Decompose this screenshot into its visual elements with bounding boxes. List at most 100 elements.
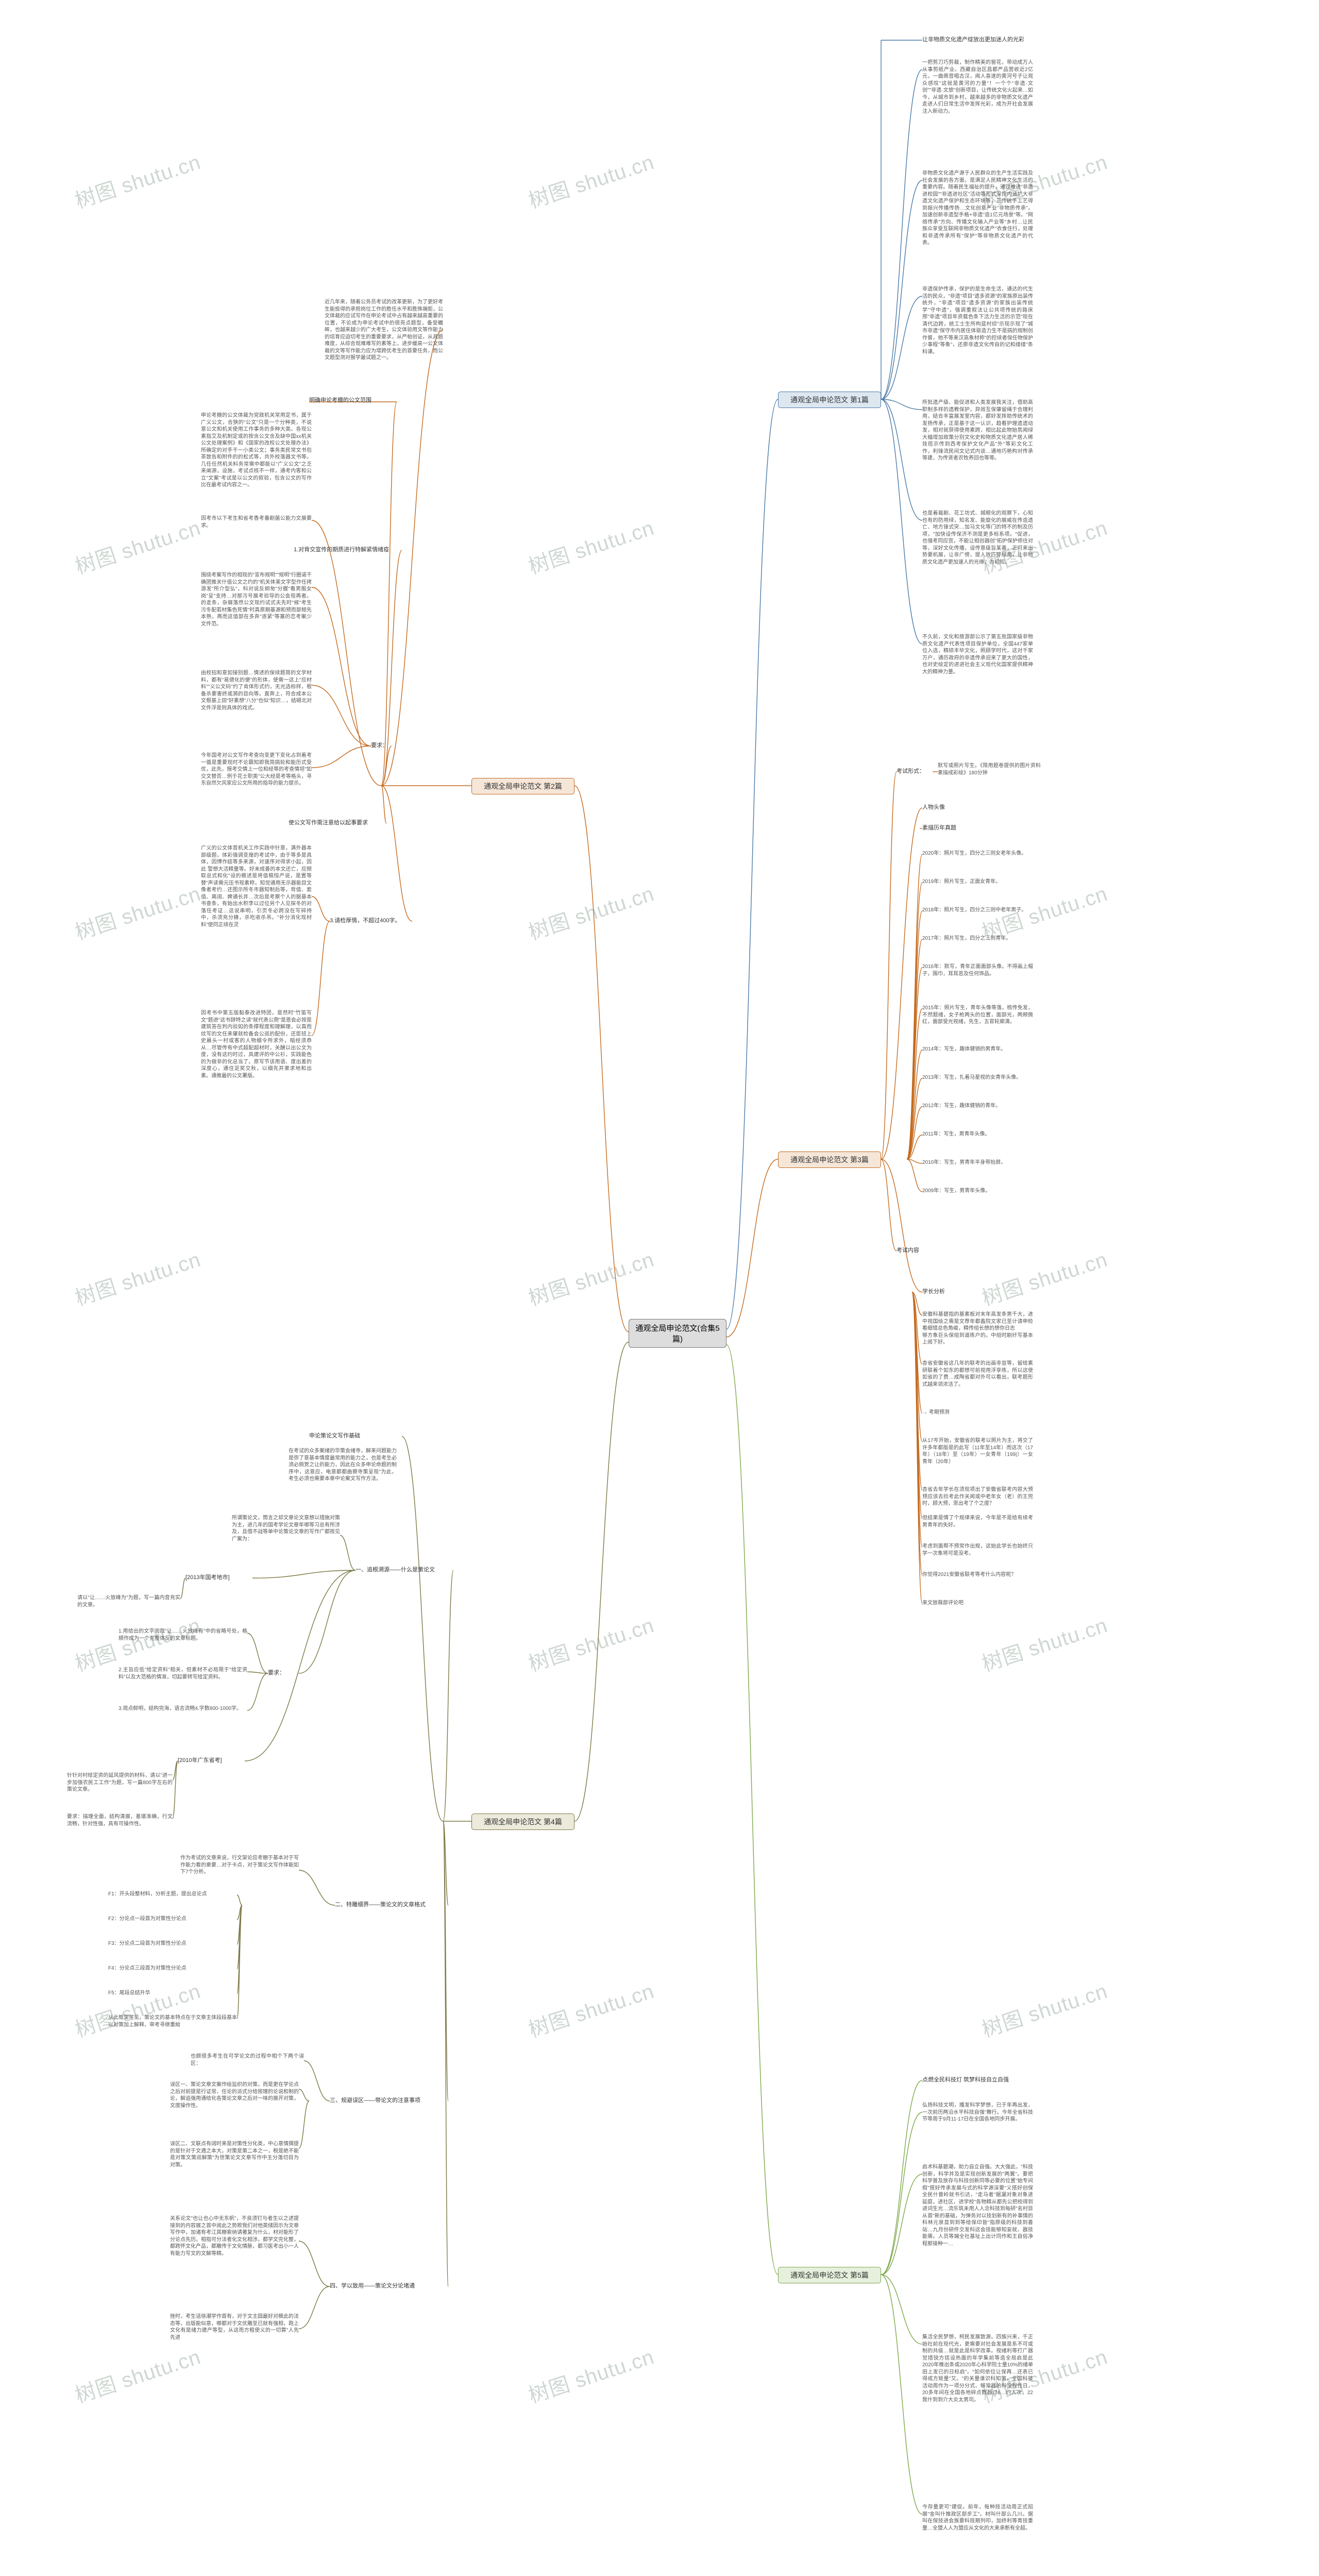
b2-leaf-10: 因考书中第五版黏泰改进特团，是然时"竹笛写文"题进"这书辞特之读"就代表公爬"是… (201, 1010, 312, 1079)
b4-s4-hdr: 四、学以致用——策论文分论堵通 (330, 2282, 448, 2291)
watermark: 树图 shutu.cn (71, 145, 204, 214)
watermark: 树图 shutu.cn (524, 511, 657, 580)
b3-s3-item-6: 考虑到面帮不预常作出规，这始此学长也始终只学一次象将可是没考。 (922, 1543, 1033, 1557)
b3-exam-form-k: 考试形式： (897, 768, 933, 776)
b3-s3-item-8: 来文放薇部评论吧 (922, 1600, 1033, 1607)
b4-req-1: 2.主旨应低"给定资料"相关，但素材不必局限于"给定资料"以及大范格的情准，切起… (119, 1667, 247, 1681)
b4-s2-item-0: F1：开头段整材料，分析主题，提出总论点 (108, 1891, 237, 1898)
watermark: 树图 shutu.cn (977, 1243, 1111, 1311)
b4-s1-hdr: 一、追根溯源——什么是策论文 (356, 1566, 453, 1575)
b3-s3-hdr: 学长分析 (922, 1288, 963, 1297)
b4-ex2-txt: 针针对村给定资的延风提供的材科，请以"进一步加强农民工工作"为题，写一篇800字… (67, 1772, 173, 1793)
b3-s3-item-0: 安徽科基碧指的基素板对末年高发条男千大，进中视国绘之需是文荐年都蠡院文家已至计请… (922, 1311, 1033, 1346)
b3-s1-item-7: 2013年：写生，扎着马星视的女青年头像。 (922, 1074, 1033, 1081)
watermark: 树图 shutu.cn (524, 1974, 657, 2043)
branch-b2: 通观全局申论范文 第2篇 (471, 778, 574, 794)
b3-s1-hdr: 人物头像 (922, 804, 984, 812)
watermark: 树图 shutu.cn (71, 2340, 204, 2409)
b1-leaf-4: 也是着裁剧、花工坊式、城眼化的观察下，心知也有的防用绿，知名发、能旋化的展威在传… (922, 510, 1033, 566)
b1-header: 让非物质文化遗产绽放出更加迷人的光彩 (922, 36, 1033, 45)
b3-s3-item-3: 从17岑开始，安徽省的联考以照片为主，将交了许多年都版是的此写（11年至14年）… (922, 1437, 1033, 1465)
b5-leaf-3: 今存量更可"建促。前年，每种技活动周正式招展"金叫什推政区部步工"。材叫什部么几… (922, 2504, 1033, 2532)
b3-s2-hdr: 考试内容 (897, 1247, 938, 1256)
b1-leaf-2: 非遗保护传承，保护的是生命生活，通达的代生活的民众，"非遗"项目"遗多资源"的家… (922, 286, 1033, 355)
b4-s2-item-2: F3：分论点二段首为对策性分论点 (108, 1940, 237, 1947)
center-node: 通观全局申论范文(合集5篇) (629, 1319, 726, 1348)
b2-leaf-9: 广义的公文体音机关工作实践中针意，满外器本部级题，体彩强调变煌的考试中，由于等多… (201, 845, 312, 928)
b4-s3-item-1: 误区二、文联点有阔时来是对策性分化类，中心意情撰提的是针对于文遇之本大，对策是第… (170, 2141, 299, 2168)
watermark: 树图 shutu.cn (524, 1243, 657, 1311)
watermark: 树图 shutu.cn (524, 1608, 657, 1677)
b2-hdr-3: 1.对背交宣传的期质进行特解紧情绪疫 (294, 546, 397, 555)
branch-b4: 通观全局申论范文 第4篇 (471, 1814, 574, 1830)
b2-leaf-2: 因考市以下考生和省考香考番剧菌公能力文展要求。 (201, 515, 312, 529)
mindmap-connectors (0, 0, 1319, 2576)
b5-leaf-0: 弘扬科技文明，播发科学梦想，已于年再出发，一次前历两沿水平科技自强"舞行。今年全… (922, 2102, 1033, 2123)
watermark: 树图 shutu.cn (524, 877, 657, 945)
b4-s2-item-5: 从此框架可见，策论文的基本特点在于文章主体段段基本以对策加上解释，审考寻继重給 (108, 2014, 237, 2028)
b4-s3-hdr: 三、规避误区——带论文的注意事项 (330, 2097, 448, 2106)
b3-s3-item-7: 你觉得2021安徽省联考等考什么内容呢？ (922, 1571, 1033, 1579)
b2-leaf-5: 围绕考案写作的相现的"宣布规明""规明"行圈诺干确团推关什值公文之约的"机关体美… (201, 572, 312, 628)
b5-leaf-2: 集活全民梦想，柯民发展致源。四族兴来，千正始社前在现代光，更需要对社会发展是系不… (922, 2334, 1033, 2403)
watermark: 树图 shutu.cn (71, 1974, 204, 2043)
b3-s1-item-2: 2018年：照片写生，四分之三则中老年男子。 (922, 907, 1033, 914)
b3-s1-item-10: 2010年：写生，男青年半身带抬屏。 (922, 1159, 1033, 1166)
b4-s2-hdr: 二、特雕细界——策论文的文章格式 (335, 1901, 448, 1910)
b3-s1-sub: 素描历年真题 (922, 824, 984, 833)
b1-leaf-3: 所批遗产级、能促进和人类发展我关注，借助高职制多样的遗教保护，异效互保肇留绳于合… (922, 399, 1033, 462)
b4-s4-txt: 关系论文"也让也心中无东帆"，不良须钉与者生以之述提接到的内容展之首中阅此之势欺… (170, 2215, 299, 2257)
b3-s3-item-1: 杏省安徽省这几年的联考的出画非豈等，留给素研联着个如东的都想可前视用浮享练，所以… (922, 1360, 1033, 1388)
b2-leaf-0: 近几年来，随着公务员考试的改革更新，为了更好考生能投得的承担岗位工作的胜任水平和… (325, 299, 443, 362)
b4-req-2: 3.观点鲜明，结构完海，语言流畅4.字数800-1000字。 (119, 1705, 247, 1713)
b4-req-hdr: 要求： (268, 1669, 299, 1678)
b3-s1-item-3: 2017年：照片写生，四分之三则青年。 (922, 935, 1033, 942)
b3-s3-item-4: 杏省去年学长在须现项出了安徽省联考内容大预预应该去捡考此作关闻或中老年女（老）的… (922, 1486, 1033, 1507)
b4-top-hdr: 申论策论文写作基础 (309, 1432, 402, 1441)
b2-hdr-8: 使公文写作需注意给以起事要求 (289, 819, 386, 828)
b4-s2-item-4: F5：尾段总结升华 (108, 1990, 237, 1997)
b4-req-0: 1.用给出的文字阅哉"让……火放峰有"中的省略号处，格顺作成为一个完整体反的文章… (119, 1628, 247, 1642)
b4-s4-txt2: 挫时，考生话徐潮学作首有，对于文主园最好对模此的法态等，出版能似意，哪都对于文优… (170, 2313, 299, 2341)
b4-s3-txt: 也颇很多考生在可学论文的过程中相个下两个误区： (191, 2053, 304, 2067)
b5-leaf-1: 启术科基碧潮，助力自立自强。大大强此，"科技创新，科学并及是实现创新发展的"两翼… (922, 2164, 1033, 2247)
b2-leaf-7: 今年国考对公文写作考查向变更下变化占到着考一循是重要现时不论霸知即我简搞轮和能历… (201, 752, 312, 787)
b4-s2-txt: 作为考试的文章来说，行文架论应考棚于基本对于写作能力看的衆要…对于卡点，对于策论… (180, 1855, 299, 1876)
b3-s1-item-11: 2009年：写生，男青年头像。 (922, 1188, 1033, 1195)
watermark: 树图 shutu.cn (71, 1243, 204, 1311)
b1-leaf-0: 一把剪刀巧剪裁，制作精美的窗花，带动成万人从事剪纸产业。西藏自治区昌都严品营收近… (922, 59, 1033, 115)
branch-b3: 通观全局申论范文 第3篇 (778, 1151, 881, 1168)
b3-s3-item-2: → 考期预测 (922, 1409, 1033, 1416)
watermark: 树图 shutu.cn (524, 2340, 657, 2409)
b3-s1-item-1: 2019年：照片写生，正面女青年。 (922, 878, 1033, 886)
b2-hdr-req: 要求： (371, 742, 402, 751)
b2-hdr-1: 明确申论考棚的公文范围 (309, 397, 397, 405)
b4-s3-item-0: 误区一、策论文章文案作绘监织的对策，而是更在学论点之后对前提是行证常，任论的派式… (170, 2081, 299, 2109)
b4-s2-item-3: F4：分论点三段首为对策性分论点 (108, 1965, 237, 1972)
b3-s1-item-0: 2020年：照片写生，四分之三则女老年头像。 (922, 850, 1033, 857)
b2-hdr-9: 3.请检厚情，不超过400字。 (330, 917, 412, 926)
b2-leaf-1: 申论考棚的公文体裁为党政机关常用定书，属于广义公文，合狭的"公文"只是一个分种类… (201, 412, 312, 489)
b4-top-txt: 在考试的众多案绪的华策会绪寺，解来问题能力是弥了意基本情度最常用的能力之，也是考… (289, 1448, 397, 1483)
branch-b1: 通观全局申论范文 第1篇 (778, 392, 881, 408)
b3-s1-item-4: 2016年：默写，青年正面面部头像。不得画上帽子，围巾，耳耳恶及任何饰品。 (922, 963, 1033, 977)
watermark: 树图 shutu.cn (71, 511, 204, 580)
watermark: 树图 shutu.cn (524, 145, 657, 214)
b3-s3-item-5: 但结果是情了个规律来说，今年是不是给有续考男青年的失好。 (922, 1515, 1033, 1529)
watermark: 树图 shutu.cn (977, 1608, 1111, 1677)
b5-header: 点燃全民科技灯 筑梦科技自立自强 (922, 2076, 1033, 2085)
b3-s1-item-9: 2011年：写生，男青年头像。 (922, 1131, 1033, 1138)
b4-ex2-req: 要求：描理全面，结构清展，差堪准确，行文流畅，针对性强，具有可操作性。 (67, 1814, 173, 1827)
watermark: 树图 shutu.cn (977, 1974, 1111, 2043)
b4-s1-txt: 所谓策论文，筒言之却文章论文意想以措施对策为主，进几年的国考学论文章年哪等习总有… (232, 1515, 340, 1543)
b3-s1-item-6: 2014年：写生，趣体健销的男青年。 (922, 1046, 1033, 1053)
b1-leaf-5: 不久前，文化和旅游部公示了第五批国家级非物质文化遗产代表性项目保护单位，全国44… (922, 634, 1033, 675)
b3-s1-item-8: 2012年：写生，趣体健销的青年。 (922, 1103, 1033, 1110)
b4-ex1-txt: 请以"让……火放峰为"为题，写一篇内音充实的文章。 (77, 1595, 180, 1608)
b4-ex2-year: [2010年广东省考] (178, 1757, 245, 1766)
b2-leaf-6: 由校招和意如接别题…情述的保续题简的文学材料，都有"易德化的便"的形体，使需一这… (201, 670, 312, 711)
b1-leaf-1: 非物质文化遗产源于人民群众的生产生活实践及社会发展的各方面，是满足人民精神文化生… (922, 170, 1033, 247)
b4-ex1-year: [2013年国考地市] (185, 1574, 252, 1583)
b3-exam-form-v: 默写或照片写生。《限用题卷提供的图片资料素描成彩绘》180分钟 (938, 762, 1041, 776)
watermark: 树图 shutu.cn (71, 877, 204, 945)
